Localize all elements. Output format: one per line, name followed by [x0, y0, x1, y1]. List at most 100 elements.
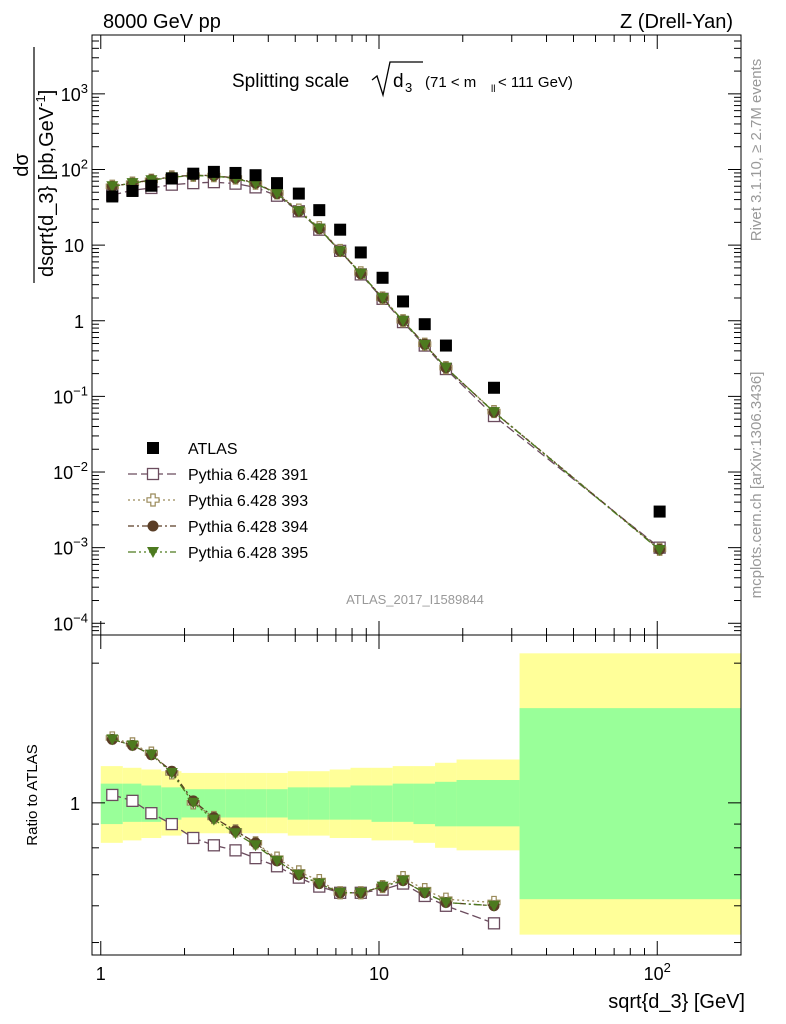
legend-label: Pythia 6.428 395 — [188, 545, 308, 562]
ratio-point — [249, 840, 262, 852]
ratio-point — [145, 807, 158, 820]
data-point — [106, 181, 119, 193]
data-point — [376, 292, 389, 304]
uncertainty-band-inner — [350, 785, 372, 820]
title-cut-end-text: < 111 GeV) — [498, 74, 573, 91]
ratio-y-tick-label: 1 — [70, 794, 80, 814]
collision-energy-label: 8000 GeV pp — [103, 11, 221, 33]
data-point — [488, 407, 501, 419]
atlas-data-point — [165, 172, 178, 185]
ratio-point — [334, 887, 347, 899]
atlas-data-point — [354, 246, 367, 259]
uncertainty-band-inner — [392, 783, 414, 822]
data-point — [292, 206, 305, 218]
upper-series-4 — [106, 170, 666, 557]
upper-plot-panel: 10−4 10−3 10−2 10−1 1 10 102 103 — [53, 34, 742, 636]
atlas-data-point — [653, 505, 666, 518]
legend-entry: Pythia 6.428 395 — [128, 545, 308, 562]
ratio-point — [376, 881, 389, 893]
atlas-data-point — [313, 204, 326, 217]
atlas-data-point — [106, 190, 119, 203]
ratio-point — [187, 831, 200, 845]
legend-label: Pythia 6.428 391 — [188, 467, 308, 484]
ratio-point — [229, 844, 242, 857]
ratio-point — [145, 749, 158, 761]
ratio-point — [126, 740, 139, 752]
y-tick-label: 10−1 — [53, 383, 88, 407]
ratio-point — [229, 828, 242, 840]
title-cut-text: (71 < m — [425, 74, 476, 91]
data-point — [653, 545, 666, 557]
ratio-point — [165, 767, 178, 779]
atlas-data-point — [334, 223, 347, 236]
uncertainty-band-inner — [204, 789, 226, 818]
legend-marker — [146, 493, 160, 507]
ratio-series-4 — [106, 734, 501, 912]
legend-label: ATLAS — [188, 441, 238, 458]
upper-series-atlas — [106, 165, 666, 518]
legend-entry: ATLAS — [147, 441, 238, 458]
ratio-point — [106, 788, 119, 802]
legend-marker — [147, 520, 159, 532]
uncertainty-band-inner — [519, 708, 741, 900]
legend-label: Pythia 6.428 393 — [188, 493, 308, 510]
title-symbol: d — [393, 71, 404, 92]
analysis-id-label: ATLAS_2017_I1589844 — [346, 592, 484, 607]
legend-marker — [146, 467, 160, 481]
ratio-point — [207, 839, 221, 852]
uncertainty-band-inner — [266, 789, 288, 818]
ratio-point — [106, 734, 119, 746]
ratio-point — [165, 817, 178, 831]
x-axis-label: sqrt{d_3} [GeV] — [608, 991, 745, 1013]
lower-frame — [91, 634, 742, 956]
ratio-point — [418, 887, 431, 899]
title-main-text: Splitting scale — [232, 71, 349, 92]
legend-entry: Pythia 6.428 393 — [128, 493, 308, 510]
uncertainty-band-inner — [435, 781, 457, 827]
data-point — [397, 315, 410, 327]
title-cut-subscript: ll — [491, 84, 495, 95]
y-tick-label: 10 — [64, 236, 84, 256]
y-tick-label: 103 — [61, 81, 88, 105]
process-label: Z (Drell-Yan) — [620, 11, 733, 33]
uncertainty-band-inner — [308, 787, 330, 820]
y-tick-label: 10−3 — [53, 535, 88, 559]
ratio-point — [313, 878, 326, 890]
x-tick-label: 1 — [96, 964, 106, 984]
legend-marker — [147, 442, 159, 454]
y-tick-label: 1 — [74, 312, 84, 332]
data-point — [334, 246, 347, 258]
ratio-y-axis-label: Ratio to ATLAS — [24, 744, 41, 845]
legend-entry: Pythia 6.428 394 — [128, 519, 308, 536]
rivet-version-label: Rivet 3.1.10, ≥ 2.7M events — [748, 59, 765, 242]
ratio-point — [439, 897, 452, 909]
atlas-data-point — [126, 184, 139, 197]
uncertainty-band-inner — [413, 783, 436, 825]
legend-label: Pythia 6.428 394 — [188, 519, 308, 536]
sqrt-sign-icon — [371, 61, 423, 98]
mcplots-reference-label: mcplots.cern.ch [arXiv:1306.3436] — [748, 372, 765, 599]
main-plot-title: Splitting scale d 3 (71 < m ll < 111 GeV… — [232, 61, 573, 98]
atlas-data-point — [249, 169, 262, 182]
ylabel-numerator: dσ — [11, 153, 33, 177]
ratio-point — [249, 852, 262, 865]
uncertainty-band-inner — [225, 789, 246, 818]
ratio-point — [207, 814, 220, 826]
atlas-data-point — [418, 318, 431, 331]
legend-entry: Pythia 6.428 391 — [128, 467, 308, 484]
atlas-data-point — [207, 165, 220, 178]
ratio-point — [187, 797, 200, 809]
legend-marker — [147, 547, 159, 558]
uncertainty-band-inner — [245, 789, 267, 818]
atlas-data-point — [145, 179, 158, 192]
atlas-data-point — [187, 167, 200, 180]
uncertainty-band-inner — [161, 787, 182, 820]
ratio-point — [271, 855, 284, 867]
legend: ATLAS Pythia 6.428 391 Pythia 6.428 393 Pyt… — [128, 441, 308, 562]
atlas-data-point — [292, 187, 305, 200]
ylabel-denominator: dsqrt{d_3} [pb,GeV-1] — [33, 90, 58, 277]
atlas-data-point — [271, 177, 284, 190]
atlas-data-point — [376, 271, 389, 284]
x-tick-label: 10 — [369, 964, 389, 984]
ratio-point — [354, 887, 367, 899]
